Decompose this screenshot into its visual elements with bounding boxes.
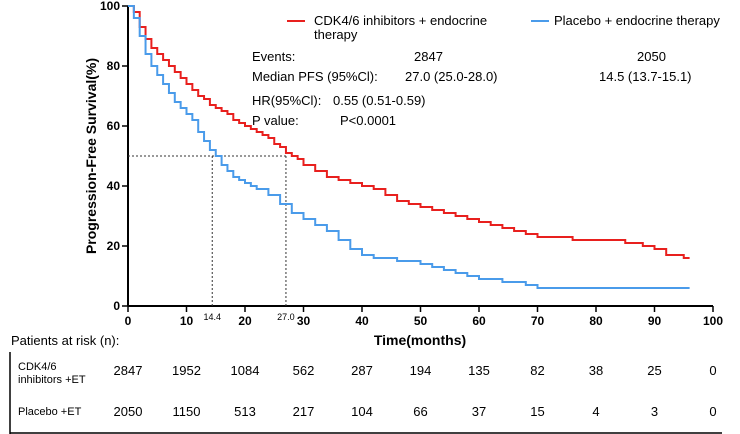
risk-cells: 2847 1952 1084 562 287 194 135 82 38 25 0 2050 1150 5… [114, 363, 717, 419]
x-ticks: 0 10 20 30 40 50 60 70 80 90 100 [125, 306, 723, 328]
risk-cell: 562 [293, 363, 315, 378]
events-label: Events: [252, 49, 295, 64]
y-tick-label: 40 [107, 179, 121, 193]
risk-cell: 38 [589, 363, 603, 378]
x-tick-label: 60 [472, 314, 486, 328]
stats-block: Events: 2847 2050 Median PFS (95%Cl): 27… [252, 49, 692, 128]
median-pfs-label: Median PFS (95%Cl): [252, 69, 378, 84]
risk-cell: 4 [592, 404, 599, 419]
y-tick-label: 60 [107, 119, 121, 133]
risk-cell: 2050 [114, 404, 143, 419]
y-tick-label: 0 [113, 299, 120, 313]
x-tick-label: 50 [414, 314, 428, 328]
risk-cell: 104 [351, 404, 373, 419]
risk-cell: 2847 [114, 363, 143, 378]
x-tick-label: 40 [355, 314, 369, 328]
events-placebo: 2050 [637, 49, 666, 64]
x-tick-label: 70 [531, 314, 545, 328]
x-tick-label: 30 [297, 314, 311, 328]
risk-cell: 0 [709, 404, 716, 419]
legend: CDK4/6 inhibitors + endocrine therapy Pl… [287, 13, 720, 42]
risk-row-label-placebo: Placebo +ET [18, 406, 82, 418]
y-ticks: 0 20 40 60 80 100 [100, 0, 128, 313]
median-label: 27.0 [277, 312, 295, 322]
risk-cell: 25 [647, 363, 661, 378]
survival-curves [128, 5, 690, 289]
risk-table: Patients at risk (n): CDK4/6 inhibitors … [9, 333, 722, 434]
x-tick-label: 80 [589, 314, 603, 328]
legend-label-cdk: CDK4/6 inhibitors + endocrine [314, 13, 487, 28]
x-tick-label: 100 [703, 314, 723, 328]
risk-table-title: Patients at risk (n): [11, 333, 119, 348]
x-tick-label: 10 [180, 314, 194, 328]
curve-cdk46 [128, 5, 690, 259]
risk-cell: 513 [234, 404, 256, 419]
risk-cell: 287 [351, 363, 373, 378]
median-pfs-placebo: 14.5 (13.7-15.1) [599, 69, 692, 84]
x-tick-label: 20 [238, 314, 252, 328]
risk-cell: 15 [530, 404, 544, 419]
risk-cell: 135 [468, 363, 490, 378]
p-label: P value: [252, 113, 299, 128]
risk-row-label-cdk: CDK4/6 [18, 361, 57, 373]
x-axis-title: Time(months) [374, 332, 466, 348]
hr-value: 0.55 (0.51-0.59) [333, 93, 426, 108]
curve-placebo [128, 5, 690, 289]
risk-cell: 1150 [173, 404, 201, 419]
events-cdk: 2847 [414, 49, 443, 64]
median-pfs-cdk: 27.0 (25.0-28.0) [405, 69, 498, 84]
risk-cell: 217 [293, 404, 315, 419]
median-guides: 14.4 27.0 [128, 155, 295, 322]
risk-cell: 1084 [231, 363, 260, 378]
legend-label-cdk-line2: therapy [314, 27, 358, 42]
x-tick-label: 90 [648, 314, 662, 328]
y-tick-label: 100 [100, 0, 120, 13]
risk-cell: 3 [651, 404, 658, 419]
risk-cell: 0 [709, 363, 716, 378]
risk-cell: 37 [472, 404, 486, 419]
risk-cell: 194 [410, 363, 432, 378]
risk-row-label-cdk-line2: inhibitors +ET [18, 374, 86, 386]
risk-cell: 82 [530, 363, 544, 378]
p-value: P<0.0001 [340, 113, 396, 128]
y-axis-title: Progression-Free Survival(%) [83, 58, 99, 254]
hr-label: HR(95%Cl): [252, 93, 321, 108]
y-tick-label: 80 [107, 59, 121, 73]
legend-label-placebo: Placebo + endocrine therapy [554, 13, 720, 28]
risk-cell: 66 [413, 404, 427, 419]
y-tick-label: 20 [107, 239, 121, 253]
median-label: 14.4 [203, 312, 221, 322]
x-tick-label: 0 [125, 314, 132, 328]
risk-cell: 1952 [172, 363, 201, 378]
